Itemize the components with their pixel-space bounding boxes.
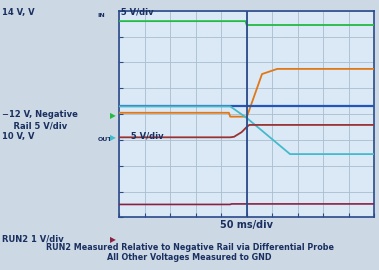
Text: −12 V, Negative: −12 V, Negative <box>2 110 78 119</box>
Text: All Other Voltages Measured to GND: All Other Voltages Measured to GND <box>107 253 272 262</box>
X-axis label: 50 ms/div: 50 ms/div <box>220 220 273 230</box>
Text: ▶: ▶ <box>110 111 116 120</box>
Text: 5 V/div: 5 V/div <box>118 8 153 17</box>
Text: OUT: OUT <box>97 137 112 142</box>
Text: IN: IN <box>97 13 105 18</box>
Text: 14 V, V: 14 V, V <box>2 8 34 17</box>
Text: 5 V/div: 5 V/div <box>128 132 164 141</box>
Text: ▶: ▶ <box>110 235 116 244</box>
Text: ▶: ▶ <box>110 133 116 142</box>
Text: RUN2 Measured Relative to Negative Rail via Differential Probe: RUN2 Measured Relative to Negative Rail … <box>45 242 334 252</box>
Text: RUN2 1 V/div: RUN2 1 V/div <box>2 234 64 244</box>
Text: Rail 5 V/div: Rail 5 V/div <box>2 121 67 130</box>
Text: 10 V, V: 10 V, V <box>2 132 34 141</box>
